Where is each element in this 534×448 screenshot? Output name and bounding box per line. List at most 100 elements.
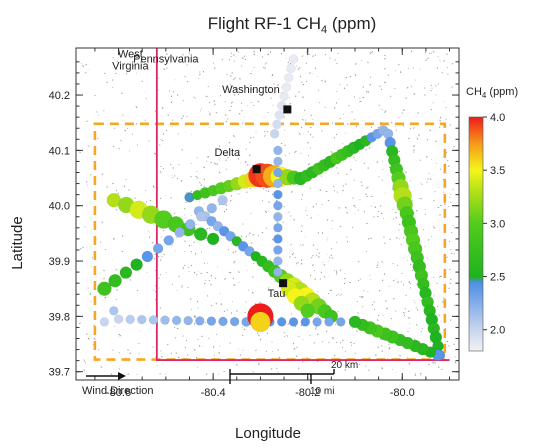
- west-virginia-label: West Virginia: [112, 48, 149, 72]
- colorbar-tick-label: 3.0: [490, 218, 505, 230]
- x-tick-label: -80.2: [295, 387, 320, 399]
- wind-arrow-head: [118, 372, 126, 380]
- flight-point: [273, 145, 283, 156]
- west-virginia-label-line: Virginia: [112, 60, 149, 72]
- flight-point: [206, 232, 220, 246]
- y-tick-label: 40.0: [49, 201, 70, 213]
- flight-point: [195, 211, 207, 222]
- pennsylvania-label: Pennsylvania: [133, 53, 199, 65]
- flight-point: [113, 314, 124, 324]
- flight-point: [281, 82, 292, 92]
- leg-far-west: [97, 194, 228, 296]
- study-box: [93, 122, 447, 361]
- leg-hotspot: [247, 303, 274, 333]
- flight-point: [273, 200, 283, 211]
- flight-point: [286, 63, 296, 74]
- flight-point: [174, 227, 185, 238]
- flight-point: [274, 110, 285, 120]
- flight-point: [273, 167, 283, 178]
- flight-point: [288, 54, 299, 64]
- flight-point: [217, 194, 228, 206]
- x-tick-label: -80.6: [106, 387, 131, 399]
- chart-title-suffix: (ppm): [327, 14, 376, 33]
- flight-point: [193, 227, 208, 241]
- colorbar-title-subscript: 4: [482, 91, 487, 100]
- colorbar-tick-label: 4.0: [490, 112, 505, 124]
- colorbar-title: CH4 (ppm): [466, 86, 518, 100]
- axes-layer: -80.6 -80.4 -80.2 -80.0 39.7 39.8 39.9 40.0 40.1…: [49, 47, 460, 399]
- tau-label: Tau: [268, 288, 286, 300]
- leg-southeast: [382, 128, 446, 361]
- flight-point: [300, 303, 315, 319]
- leg-west-end: [99, 306, 119, 327]
- scale-mi-label: 10 mi: [310, 386, 334, 397]
- flight-point: [195, 316, 205, 326]
- flight-point: [108, 273, 122, 288]
- flight-point: [97, 281, 112, 296]
- flight-point: [276, 317, 287, 327]
- colorbar-title-main: CH: [466, 86, 482, 98]
- colorbar-tick-label: 2.5: [490, 272, 505, 284]
- state-border-layer: [155, 48, 450, 361]
- plot-frame: [75, 47, 460, 381]
- delta-marker: [252, 165, 261, 174]
- legend-extras-layer: Wind Direction 20 km 10 mi: [82, 360, 358, 397]
- leg-east: [294, 125, 389, 186]
- flight-point: [109, 306, 119, 316]
- tau-marker: [279, 279, 288, 288]
- flight-point: [163, 235, 175, 246]
- flight-point: [324, 317, 334, 327]
- flight-point: [125, 314, 135, 325]
- flight-point: [273, 189, 283, 200]
- x-axis-label: Longitude: [235, 425, 301, 442]
- flight-point: [218, 316, 228, 327]
- flight-point: [273, 267, 283, 277]
- y-tick-label: 40.2: [49, 90, 70, 102]
- flight-point: [269, 129, 280, 139]
- tau-label-line: Tau: [268, 288, 286, 300]
- flight-point: [279, 91, 289, 102]
- flight-points-layer: [97, 54, 446, 361]
- flight-point: [130, 258, 143, 271]
- y-axis-label: Latitude: [9, 216, 26, 269]
- flight-point: [273, 212, 283, 222]
- y-tick-label: 40.1: [49, 145, 70, 157]
- leg-west-diagonal: [106, 192, 220, 246]
- leg-southern-line: [113, 314, 251, 327]
- west-virginia-label-line: West: [118, 48, 143, 60]
- flight-point: [273, 256, 283, 266]
- flight-point: [206, 202, 218, 214]
- flight-point: [348, 315, 362, 329]
- flight-point: [273, 245, 283, 255]
- delta-label: Delta: [214, 147, 241, 159]
- leg-northwest-tail: [269, 54, 299, 139]
- flight-point: [99, 317, 110, 327]
- colorbar-tick-label: 2.0: [490, 325, 505, 337]
- study-box-layer: [93, 122, 447, 361]
- flight-point: [312, 317, 322, 327]
- leg-southwest: [348, 315, 444, 361]
- wind-direction-label: Wind Direction: [82, 385, 154, 397]
- flight-point: [119, 266, 133, 279]
- flight-point: [250, 311, 271, 333]
- chart-title: Flight RF-1 CH4 (ppm): [208, 14, 377, 36]
- washington-marker: [283, 105, 292, 114]
- y-tick-label: 39.8: [49, 311, 70, 323]
- flight-point: [336, 317, 346, 327]
- flight-point: [183, 315, 193, 326]
- pennsylvania-label-line: Pennsylvania: [133, 53, 199, 65]
- colorbar: 2.0 2.5 3.0 3.5 4.0 CH4 (ppm): [466, 86, 518, 352]
- colorbar-bar: [468, 116, 484, 352]
- flight-point: [137, 314, 147, 325]
- flight-point: [229, 316, 240, 327]
- flight-point: [273, 156, 283, 167]
- colorbar-tick-label: 3.5: [490, 165, 505, 177]
- flight-point: [288, 317, 299, 327]
- y-tick-label: 39.9: [49, 256, 70, 268]
- flight-point: [148, 315, 159, 325]
- flight-point: [160, 315, 170, 325]
- colorbar-title-suffix: (ppm): [486, 86, 518, 98]
